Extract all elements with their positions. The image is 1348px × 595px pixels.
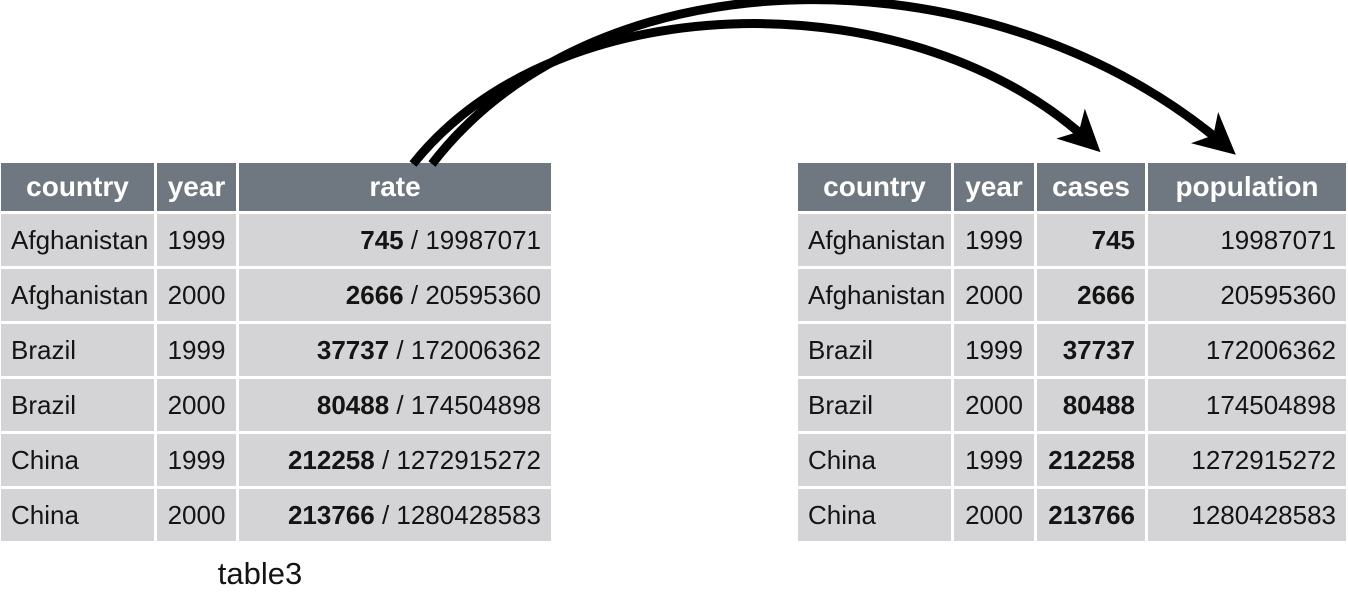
cell-population: 1272915272	[1148, 434, 1346, 486]
cell-rate: 80488 / 174504898	[239, 379, 551, 431]
cell-cases: 80488	[1037, 379, 1145, 431]
cell-country: Brazil	[798, 379, 951, 431]
rate-cases-part: 80488	[316, 390, 390, 420]
cell-year: 1999	[157, 434, 236, 486]
header-cases: cases	[1037, 163, 1145, 211]
cell-cases: 745	[1037, 214, 1145, 266]
cell-country: China	[798, 489, 951, 541]
cell-population: 20595360	[1148, 269, 1346, 321]
cell-year: 1999	[954, 214, 1034, 266]
cell-year: 2000	[157, 489, 236, 541]
cell-country: China	[798, 434, 951, 486]
cell-country: Brazil	[798, 324, 951, 376]
cell-country: China	[1, 489, 154, 541]
rate-population-part: 1272915272	[396, 445, 541, 475]
header-population: population	[1148, 163, 1346, 211]
header-year: year	[954, 163, 1034, 211]
rate-population-part: 19987071	[425, 225, 541, 255]
cell-country: Brazil	[1, 324, 154, 376]
rate-separator: /	[403, 225, 426, 255]
cell-rate: 213766 / 1280428583	[239, 489, 551, 541]
header-country: country	[798, 163, 951, 211]
rate-separator: /	[374, 500, 397, 530]
header-year: year	[157, 163, 236, 211]
header-rate: rate	[239, 163, 551, 211]
rate-separator: /	[389, 390, 411, 420]
cell-year: 2000	[157, 269, 236, 321]
cell-year: 2000	[954, 269, 1034, 321]
rate-cases-part: 212258	[287, 445, 375, 475]
rate-cases-part: 2666	[345, 280, 404, 310]
arrow-rate-to-cases-icon	[409, 19, 1101, 167]
cell-population: 19987071	[1148, 214, 1346, 266]
rate-population-part: 20595360	[425, 280, 541, 310]
cell-population: 1280428583	[1148, 489, 1346, 541]
cell-year: 2000	[954, 489, 1034, 541]
arrow-rate-to-population-icon	[428, 0, 1236, 167]
cell-cases: 37737	[1037, 324, 1145, 376]
rate-population-part: 174504898	[410, 390, 541, 420]
rate-cases-part: 213766	[287, 500, 375, 530]
cell-population: 172006362	[1148, 324, 1346, 376]
rate-separator: /	[374, 445, 397, 475]
cell-population: 174504898	[1148, 379, 1346, 431]
cell-country: China	[1, 434, 154, 486]
cell-country: Afghanistan	[1, 214, 154, 266]
cell-rate: 212258 / 1272915272	[239, 434, 551, 486]
cell-country: Afghanistan	[798, 269, 951, 321]
cell-country: Afghanistan	[1, 269, 154, 321]
cell-rate: 2666 / 20595360	[239, 269, 551, 321]
cell-year: 1999	[157, 214, 236, 266]
rate-population-part: 1280428583	[396, 500, 541, 530]
cell-rate: 745 / 19987071	[239, 214, 551, 266]
cell-year: 2000	[157, 379, 236, 431]
cell-cases: 212258	[1037, 434, 1145, 486]
cell-cases: 213766	[1037, 489, 1145, 541]
cell-year: 2000	[954, 379, 1034, 431]
cell-country: Afghanistan	[798, 214, 951, 266]
cell-year: 1999	[954, 434, 1034, 486]
rate-population-part: 172006362	[410, 335, 541, 365]
cell-cases: 2666	[1037, 269, 1145, 321]
cell-year: 1999	[954, 324, 1034, 376]
table3-left: country year rate Afghanistan 1999 745 /…	[1, 163, 551, 541]
table3-caption: table3	[217, 556, 303, 591]
cell-year: 1999	[157, 324, 236, 376]
rate-separator: /	[389, 335, 411, 365]
rate-cases-part: 745	[360, 225, 404, 255]
cell-rate: 37737 / 172006362	[239, 324, 551, 376]
header-country: country	[1, 163, 154, 211]
rate-separator: /	[403, 280, 426, 310]
cell-country: Brazil	[1, 379, 154, 431]
tidy-table-right: country year cases population Afghanista…	[798, 163, 1346, 541]
rate-cases-part: 37737	[316, 335, 390, 365]
